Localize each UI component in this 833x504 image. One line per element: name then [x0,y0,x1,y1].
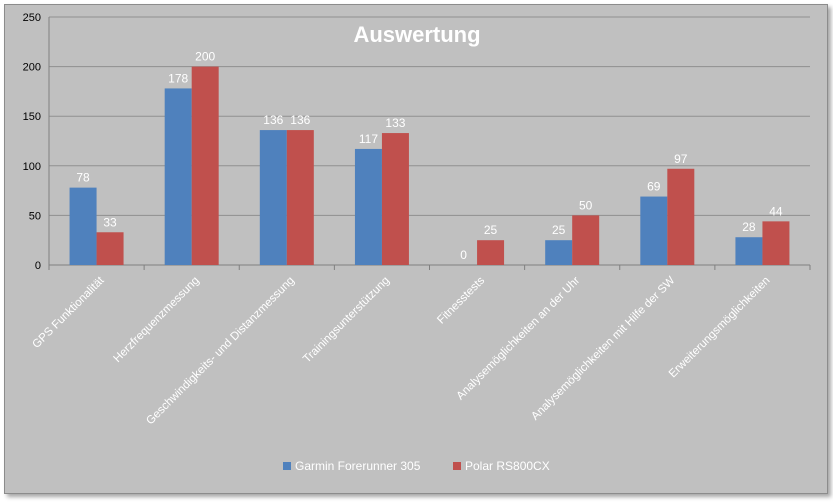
bars [69,66,790,265]
bar [477,240,505,265]
bar [354,148,382,265]
data-label: 69 [647,180,661,194]
y-tick-label: 50 [29,210,41,222]
bar [69,187,97,265]
bar [545,240,573,265]
y-tick-label: 250 [23,12,41,24]
category-label: Trainingsunterstützung [301,275,392,366]
data-label: 200 [195,50,215,64]
bar [164,88,192,265]
legend: Garmin Forerunner 305 Polar RS800CX [283,459,550,473]
bar [640,196,668,265]
legend-label: Garmin Forerunner 305 [295,459,421,473]
bar [735,237,763,265]
bar [381,133,409,265]
bar [667,168,695,265]
y-tick-label: 150 [23,111,41,123]
data-label: 44 [769,204,783,218]
category-label: Geschwindigkeits- und Distanzmessung [144,275,297,428]
category-labels: GPS Funktionalität HerzfrequenzmessungGes… [30,274,772,427]
bar-chart: 0 50 100 150 200 250 78 33 178 200 136 136 117 133 0 2… [23,12,811,473]
data-label: 97 [674,152,688,166]
data-label: 25 [552,223,566,237]
y-tick-label: 0 [35,260,41,272]
category-label: GPS Funktionalität [30,274,107,351]
bar [762,221,790,265]
category-label: Herzfrequenzmessung [112,275,202,365]
data-label: 78 [76,171,90,185]
data-label: 28 [742,220,756,234]
bar [191,66,219,265]
bar [259,130,287,265]
legend-label: Polar RS800CX [465,459,550,473]
chart-title: Auswertung [353,22,480,47]
chart-area: 0 50 100 150 200 250 78 33 178 200 136 136 117 133 0 2… [4,4,828,494]
y-tick-label: 200 [23,62,41,74]
data-label: 136 [290,113,310,127]
data-label: 0 [460,248,467,262]
data-labels: 78 33 178 200 136 136 117 133 0 25 25 50 69 97 28 44 [76,50,783,262]
data-label: 33 [103,215,117,229]
legend-swatch [453,462,461,470]
data-label: 25 [484,223,498,237]
data-label: 50 [579,198,593,212]
data-label: 178 [168,71,188,85]
data-label: 136 [263,113,283,127]
legend-swatch [283,462,291,470]
category-label: Fitnesstests [435,274,487,326]
data-label: 117 [359,132,378,146]
category-label: Erweiterungsmöglichkeiten [667,275,773,381]
bar [286,130,314,265]
data-label: 133 [385,116,405,130]
y-tick-label: 100 [23,161,41,173]
bar [572,215,600,265]
bar [96,232,124,265]
